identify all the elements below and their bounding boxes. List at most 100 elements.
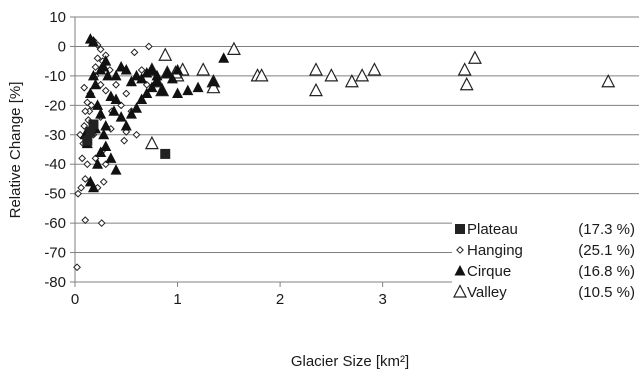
legend-entry-cirque: Cirque (16.8 %) [454,263,635,280]
legend-square-icon [455,224,465,234]
hanging-point [97,219,106,228]
cirque-point [84,87,96,99]
valley-point [457,62,472,76]
valley-point [308,82,323,97]
valley-point [308,62,323,76]
valley-point [226,41,241,55]
cirque-point [92,158,104,169]
legend: Plateau (17.3 %) Hanging (25.1 %) Cirque… [452,211,639,311]
y-tick-label: -10 [44,68,66,85]
hanging-point [96,80,105,89]
legend-percent-hanging: (25.1 %) [578,242,635,259]
hanging-point [81,107,90,116]
cirque-point [95,146,107,157]
cirque-point [108,105,120,116]
cirque-point [87,181,99,193]
cirque-point [192,81,204,93]
series-plateau [82,119,171,159]
hanging-point [112,80,120,89]
y-tick-label: -20 [44,97,66,114]
legend-entry-plateau: Plateau (17.3 %) [455,221,635,238]
cirque-point [110,164,122,175]
plateau-point [82,135,93,146]
legend-open-triangle-icon [453,284,467,298]
cirque-point [100,119,112,131]
cirque-point [151,69,163,81]
cirque-point [98,128,110,140]
hanging-point [77,183,86,192]
hanging-point [73,263,81,272]
cirque-point [172,64,184,75]
cirque-point [141,87,153,99]
x-axis-title: Glacier Size [km²] [291,353,409,370]
y-tick-label: 0 [58,38,66,55]
valley-point [254,68,269,82]
cirque-point [105,152,117,163]
cirque-point [161,66,173,78]
y-tick-label: -80 [44,274,66,291]
legend-percent-plateau: (17.3 %) [578,221,635,238]
x-tick-label: 2 [276,291,284,308]
y-axis-title: Relative Change [%] [7,82,24,219]
valley-point [467,50,482,64]
cirque-point [95,64,107,75]
legend-marker-diamond [456,246,464,254]
hanging-point [101,160,110,169]
legend-marker-triangle-open [453,284,467,298]
cirque-point [115,111,127,122]
cirque-point [92,99,104,110]
cirque-point [95,108,107,119]
y-tick-label: -40 [44,156,66,173]
hanging-point [130,48,139,57]
y-tick-label: 10 [49,9,66,26]
legend-triangle-icon [454,265,466,276]
cirque-point [182,84,194,96]
hanging-point [144,42,153,51]
valley-point [144,135,159,150]
cirque-point [136,72,148,84]
valley-point [601,73,616,88]
valley-point [158,47,173,61]
cirque-point [146,81,158,93]
legend-background [452,211,639,311]
hanging-point [117,101,126,110]
cirque-point [87,69,99,81]
y-tick-label: -70 [44,245,66,262]
valley-point [196,62,211,76]
cirque-point [166,72,178,84]
legend-label-plateau: Plateau [467,221,518,238]
legend-entry-hanging: Hanging (25.1 %) [456,242,635,259]
valley-point [355,68,370,82]
cirque-point [218,52,230,63]
cirque-point [151,75,163,87]
cirque-point [207,75,219,87]
valley-point [459,76,474,91]
hanging-point [80,122,89,130]
hanging-point [81,175,90,183]
cirque-point [120,64,132,75]
valley-point [206,79,221,94]
cirque-point [100,55,112,66]
hanging-point [101,86,110,95]
hanging-point [83,160,92,169]
cirque-point [125,75,137,87]
plateau-point [85,126,96,137]
cirque-point [172,87,184,99]
legend-marker-square [455,224,465,234]
legend-diamond-icon [456,246,464,254]
hanging-point [83,98,92,107]
x-tick-label: 1 [173,291,181,308]
hanging-point [81,216,90,225]
series-cirque [79,33,230,193]
hanging-point [78,154,87,163]
y-tick-label: -60 [44,215,66,232]
cirque-point [87,36,99,47]
hanging-point [122,89,131,98]
cirque-point [110,69,122,81]
hanging-point [74,189,82,198]
legend-label-hanging: Hanging [467,242,523,259]
y-tick-label: -30 [44,127,66,144]
cirque-point [136,93,148,104]
hanging-point [91,63,100,71]
